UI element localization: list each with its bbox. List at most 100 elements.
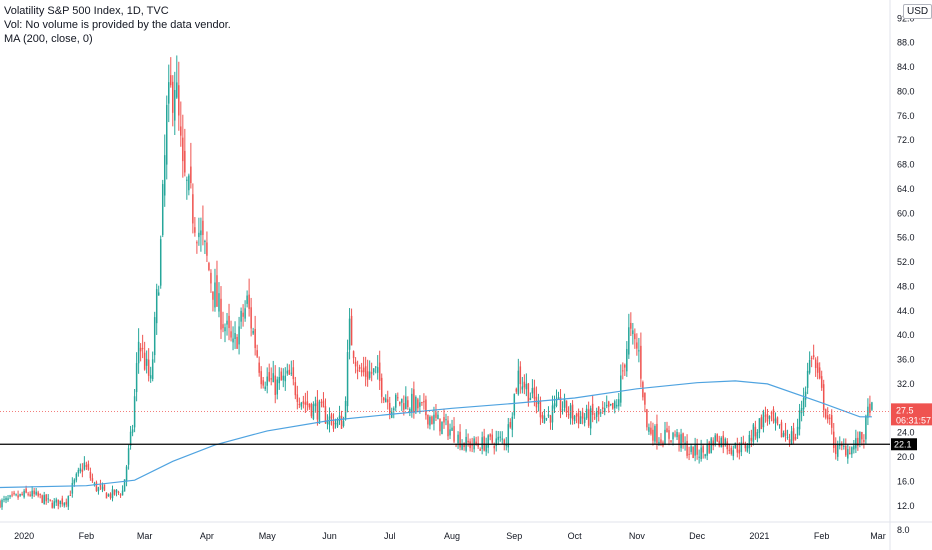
candle bbox=[861, 431, 863, 446]
candle bbox=[300, 401, 303, 410]
candle bbox=[384, 394, 387, 403]
candle bbox=[445, 413, 447, 426]
candle bbox=[378, 350, 381, 390]
candle bbox=[531, 379, 534, 399]
candle bbox=[346, 339, 349, 413]
candle bbox=[421, 401, 423, 406]
x-tick-label: Jun bbox=[322, 531, 337, 541]
candle bbox=[730, 445, 733, 456]
candle bbox=[292, 360, 295, 386]
candle bbox=[238, 316, 240, 355]
y-tick-label: 56.0 bbox=[897, 233, 915, 243]
y-tick-label: 24.0 bbox=[897, 428, 915, 438]
candle bbox=[676, 428, 678, 441]
candle bbox=[67, 495, 70, 510]
candle bbox=[174, 71, 176, 135]
candle bbox=[380, 373, 383, 404]
candle bbox=[863, 434, 865, 449]
candle bbox=[851, 446, 853, 458]
y-tick-label: 20.0 bbox=[897, 452, 915, 462]
candle bbox=[557, 391, 560, 400]
candle bbox=[431, 415, 433, 425]
candle bbox=[630, 312, 632, 337]
candle bbox=[792, 422, 795, 444]
y-tick-label: 12.0 bbox=[897, 501, 915, 511]
x-tick-label: Jul bbox=[384, 531, 396, 541]
legend-ma-indicator[interactable]: MA (200, close, 0) bbox=[4, 33, 93, 45]
candle bbox=[312, 401, 315, 421]
y-tick-label: 40.0 bbox=[897, 330, 915, 340]
candle bbox=[449, 423, 451, 440]
candle bbox=[145, 350, 148, 374]
candle bbox=[407, 396, 409, 410]
candle bbox=[579, 410, 582, 425]
y-tick-label: 60.0 bbox=[897, 208, 915, 218]
candle bbox=[332, 413, 335, 432]
candle bbox=[89, 467, 92, 481]
candle bbox=[465, 429, 467, 453]
candle bbox=[718, 435, 720, 448]
candle bbox=[748, 430, 751, 454]
candle bbox=[272, 360, 274, 383]
candle bbox=[581, 407, 584, 425]
candle bbox=[818, 362, 821, 380]
candle bbox=[214, 268, 216, 312]
candle bbox=[218, 282, 220, 318]
candle bbox=[720, 436, 722, 448]
candle bbox=[469, 438, 471, 452]
candle bbox=[812, 344, 815, 360]
candle bbox=[391, 407, 393, 419]
candle bbox=[702, 444, 704, 459]
currency-badge[interactable]: USD bbox=[903, 4, 932, 19]
candle bbox=[559, 389, 562, 419]
candle bbox=[107, 493, 110, 497]
candle bbox=[348, 308, 351, 360]
candle bbox=[31, 486, 33, 499]
candle bbox=[830, 409, 833, 435]
candle bbox=[286, 363, 289, 376]
candle bbox=[220, 286, 222, 339]
candle bbox=[708, 440, 710, 454]
candle bbox=[788, 433, 791, 447]
candle bbox=[525, 373, 528, 397]
y-tick-label: 48.0 bbox=[897, 281, 915, 291]
legend-volume-note: Vol: No volume is provided by the data v… bbox=[4, 19, 231, 31]
price-countdown: 06:31:57 bbox=[896, 415, 931, 425]
candle bbox=[176, 55, 178, 99]
candle bbox=[495, 430, 497, 452]
candle bbox=[543, 408, 546, 424]
candle bbox=[338, 405, 341, 425]
candle bbox=[125, 464, 128, 487]
candle bbox=[425, 395, 427, 420]
candle bbox=[9, 494, 11, 499]
y-tick-label: 80.0 bbox=[897, 86, 915, 96]
horizontal-line-value: 22.1 bbox=[894, 439, 912, 449]
candle bbox=[616, 399, 618, 409]
x-tick-label: Oct bbox=[568, 531, 583, 541]
candle bbox=[87, 460, 90, 471]
candle bbox=[362, 356, 365, 377]
candle bbox=[65, 498, 68, 508]
candle bbox=[294, 376, 297, 400]
candle bbox=[395, 393, 397, 412]
candle bbox=[149, 366, 152, 383]
candle bbox=[601, 401, 604, 414]
candle bbox=[77, 467, 80, 477]
candle bbox=[810, 355, 813, 368]
candle bbox=[298, 397, 301, 409]
candle bbox=[411, 388, 413, 418]
candle bbox=[841, 441, 843, 451]
candle bbox=[161, 179, 164, 238]
candle bbox=[706, 439, 708, 461]
candle bbox=[81, 463, 84, 478]
candle bbox=[595, 407, 598, 424]
legend-title[interactable]: Volatility S&P 500 Index, 1D, TVC bbox=[4, 5, 169, 17]
candle bbox=[650, 421, 652, 436]
candle bbox=[758, 418, 761, 439]
candle bbox=[507, 417, 510, 453]
x-tick-label: Mar bbox=[137, 531, 153, 541]
candle bbox=[816, 356, 819, 380]
candle bbox=[591, 395, 594, 423]
candle bbox=[666, 421, 668, 433]
